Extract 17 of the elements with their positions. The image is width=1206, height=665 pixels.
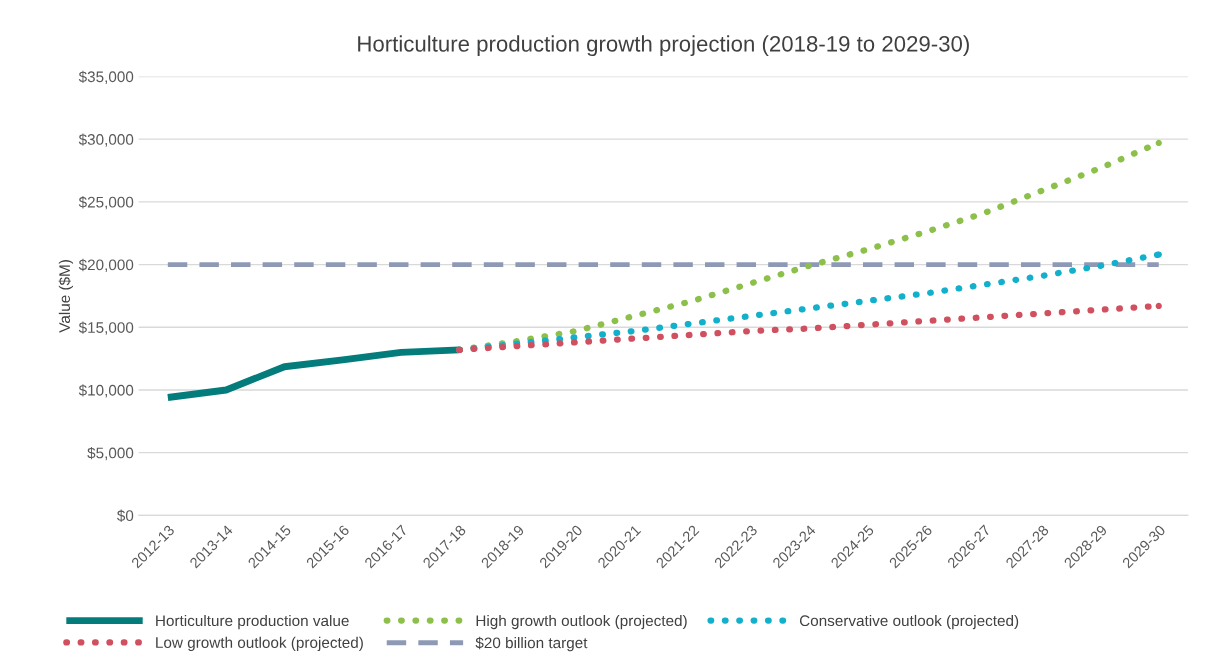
y-axis-title: Value ($M) xyxy=(58,260,74,333)
y-tick-label: $25,000 xyxy=(78,196,134,210)
legend-label: Conservative outlook (projected) xyxy=(799,614,1019,630)
legend-label: Low growth outlook (projected) xyxy=(156,636,363,652)
legend-label: $20 billion target xyxy=(475,636,588,652)
y-tick-label: $5,000 xyxy=(87,446,134,461)
chart-title: Horticulture production growth projection (2018-19 to 2029-30) xyxy=(358,35,969,57)
y-tick-label: $15,000 xyxy=(78,321,134,335)
point xyxy=(1155,139,1162,147)
y-tick-label: $30,000 xyxy=(78,133,134,147)
y-tick-label: $35,000 xyxy=(78,70,134,84)
legend-label: Horticulture production value xyxy=(156,614,349,630)
y-tick-label: $20,000 xyxy=(78,258,134,273)
point xyxy=(1155,302,1162,310)
y-tick-label: $0 xyxy=(117,509,134,522)
y-tick-label: $10,000 xyxy=(78,384,134,398)
legend-label: High growth outlook (projected) xyxy=(476,614,687,630)
